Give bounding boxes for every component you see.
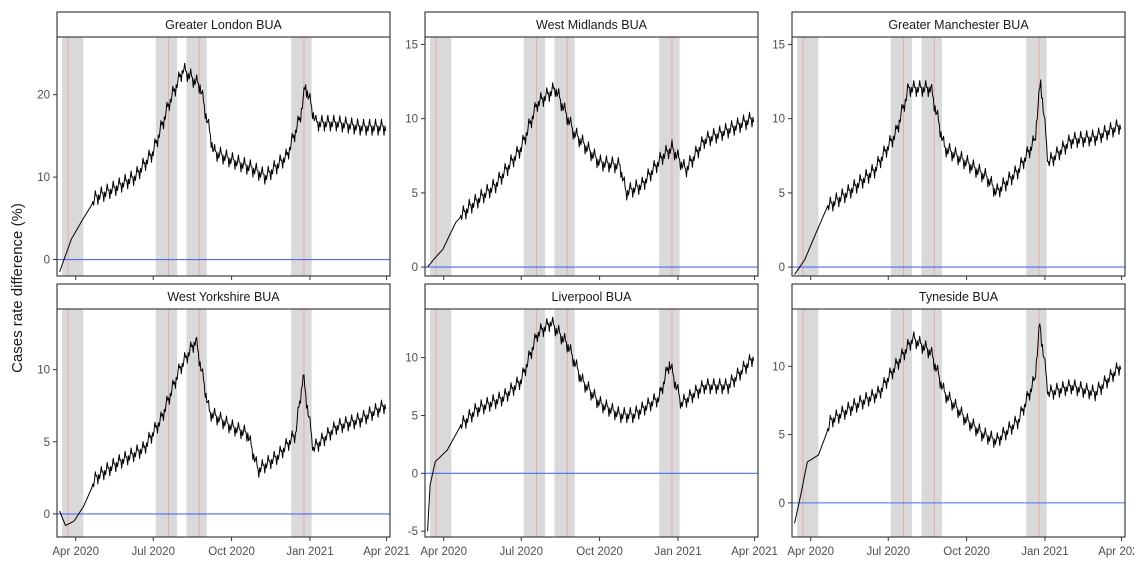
facet-panel: Liverpool BUA -5 0 5 10 Apr 2020 Jul 2020 Oct 2… [405,283,778,558]
x-tick-label: Oct 2020 [576,546,623,558]
panel-frame [424,36,759,277]
y-tick-label: 5 [779,430,785,442]
shaded-period [291,309,312,537]
y-tick-label: 0 [779,262,785,274]
shaded-period [659,309,680,537]
shaded-period [430,309,452,537]
series-line [794,323,1122,524]
x-tick-label: Apr 2020 [52,546,99,558]
y-tick-label: -5 [408,526,418,538]
shaded-period [523,309,546,537]
shaded-period [186,309,207,537]
x-tick-label: Jul 2020 [499,546,542,558]
x-tick-label: Apr 2021 [363,546,410,558]
facet-strip [56,283,391,310]
shaded-period [430,37,452,276]
facet-strip [424,283,759,310]
panel-frame [56,308,391,538]
shaded-period [62,309,84,537]
y-tick-label: 5 [412,410,418,422]
facet-strip [56,11,391,38]
panel-frame [424,308,759,538]
facet-panel: Greater Manchester BUA 0 5 10 15 [772,11,1126,280]
y-tick-label: 5 [779,188,785,200]
series-line [427,82,755,268]
x-tick-label: Apr 2020 [420,546,467,558]
panel-frame [791,308,1126,538]
shaded-period [291,37,312,276]
y-tick-label: 10 [772,361,785,373]
shaded-period [62,37,84,276]
y-tick-label: 10 [37,365,50,377]
shaded-period [1026,309,1047,537]
facet-grid: Greater London BUA 0 10 20 West Midlands BUA… [37,11,1134,558]
y-tick-label: 10 [405,353,418,365]
facet-panel: Tyneside BUA 0 5 10 Apr 2020 Jul 2020 Oct 2020… [772,283,1134,558]
shaded-period [797,37,819,276]
facet-panel: Greater London BUA 0 10 20 [37,11,391,280]
y-tick-label: 0 [412,468,418,480]
y-tick-label: 0 [44,255,50,267]
facet-title: Tyneside BUA [919,290,999,304]
y-tick-label: 20 [37,90,50,102]
x-tick-label: Oct 2020 [943,546,990,558]
x-tick-label: Jul 2020 [866,546,909,558]
shaded-period [155,37,178,276]
y-tick-label: 0 [412,262,418,274]
facet-strip [791,11,1126,38]
shaded-period [554,309,575,537]
facet-title: West Yorkshire BUA [167,290,280,304]
y-tick-label: 10 [405,114,418,126]
facet-strip [791,283,1126,310]
facet-title: Liverpool BUA [552,290,633,304]
x-tick-label: Jan 2021 [1021,546,1068,558]
x-tick-label: Apr 2021 [731,546,778,558]
y-tick-label: 10 [37,172,50,184]
panel-frame [56,36,391,277]
y-tick-label: 5 [44,437,50,449]
x-tick-label: Oct 2020 [208,546,255,558]
shaded-period [797,309,819,537]
y-tick-label: 0 [779,498,785,510]
series-line [59,62,387,273]
facet-title: Greater London BUA [165,18,282,32]
series-line [794,79,1122,275]
y-tick-label: 5 [412,188,418,200]
shaded-period [523,37,546,276]
shaded-period [921,37,942,276]
x-tick-label: Apr 2020 [787,546,834,558]
y-tick-label: 10 [772,114,785,126]
shaded-period [186,37,207,276]
facet-title: West Midlands BUA [536,18,648,32]
x-tick-label: Apr 2021 [1098,546,1134,558]
shaded-period [659,37,680,276]
y-tick-label: 15 [772,39,785,51]
shaded-period [921,309,942,537]
series-line [59,336,387,526]
y-tick-label: 15 [405,39,418,51]
shaded-period [890,37,913,276]
facet-panel: West Midlands BUA 0 5 10 15 [405,11,759,280]
series-line [427,316,755,532]
y-axis-title: Cases rate difference (%) [9,203,26,373]
y-tick-label: 0 [44,509,50,521]
x-tick-label: Jan 2021 [286,546,333,558]
facet-title: Greater Manchester BUA [888,18,1029,32]
x-tick-label: Jan 2021 [654,546,701,558]
facet-panel: West Yorkshire BUA 0 5 10 Apr 2020 Jul 2020 Oc… [37,283,410,558]
x-tick-label: Jul 2020 [131,546,174,558]
shaded-period [554,37,575,276]
panel-frame [791,36,1126,277]
shaded-period [155,309,178,537]
shaded-period [890,309,913,537]
